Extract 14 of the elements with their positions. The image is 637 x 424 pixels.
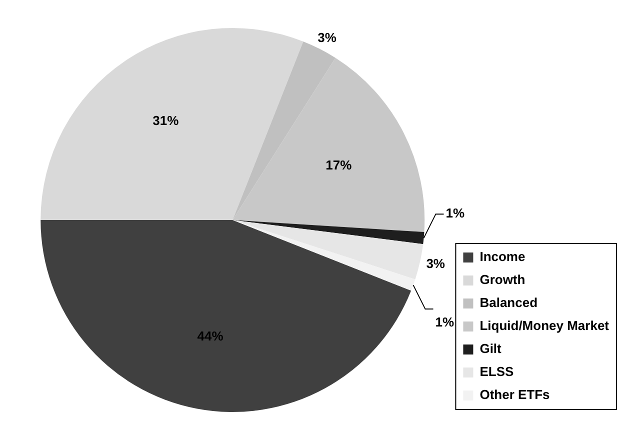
legend-label: ELSS (480, 364, 514, 380)
data-label: 1% (435, 314, 454, 330)
data-label: 44% (197, 328, 224, 344)
legend-label: Other ETFs (480, 387, 550, 402)
legend-label: Growth (480, 272, 526, 288)
legend-label: Gilt (480, 341, 502, 356)
data-label: 1% (446, 206, 465, 221)
data-label: 31% (152, 113, 180, 128)
data-label: 3% (426, 256, 446, 272)
data-label: 3% (318, 30, 337, 45)
legend-label: Income (480, 249, 526, 264)
legend-label: Balanced (480, 295, 538, 310)
legend-label: Liquid/Money Market (480, 318, 610, 334)
data-label: 17% (326, 158, 352, 173)
